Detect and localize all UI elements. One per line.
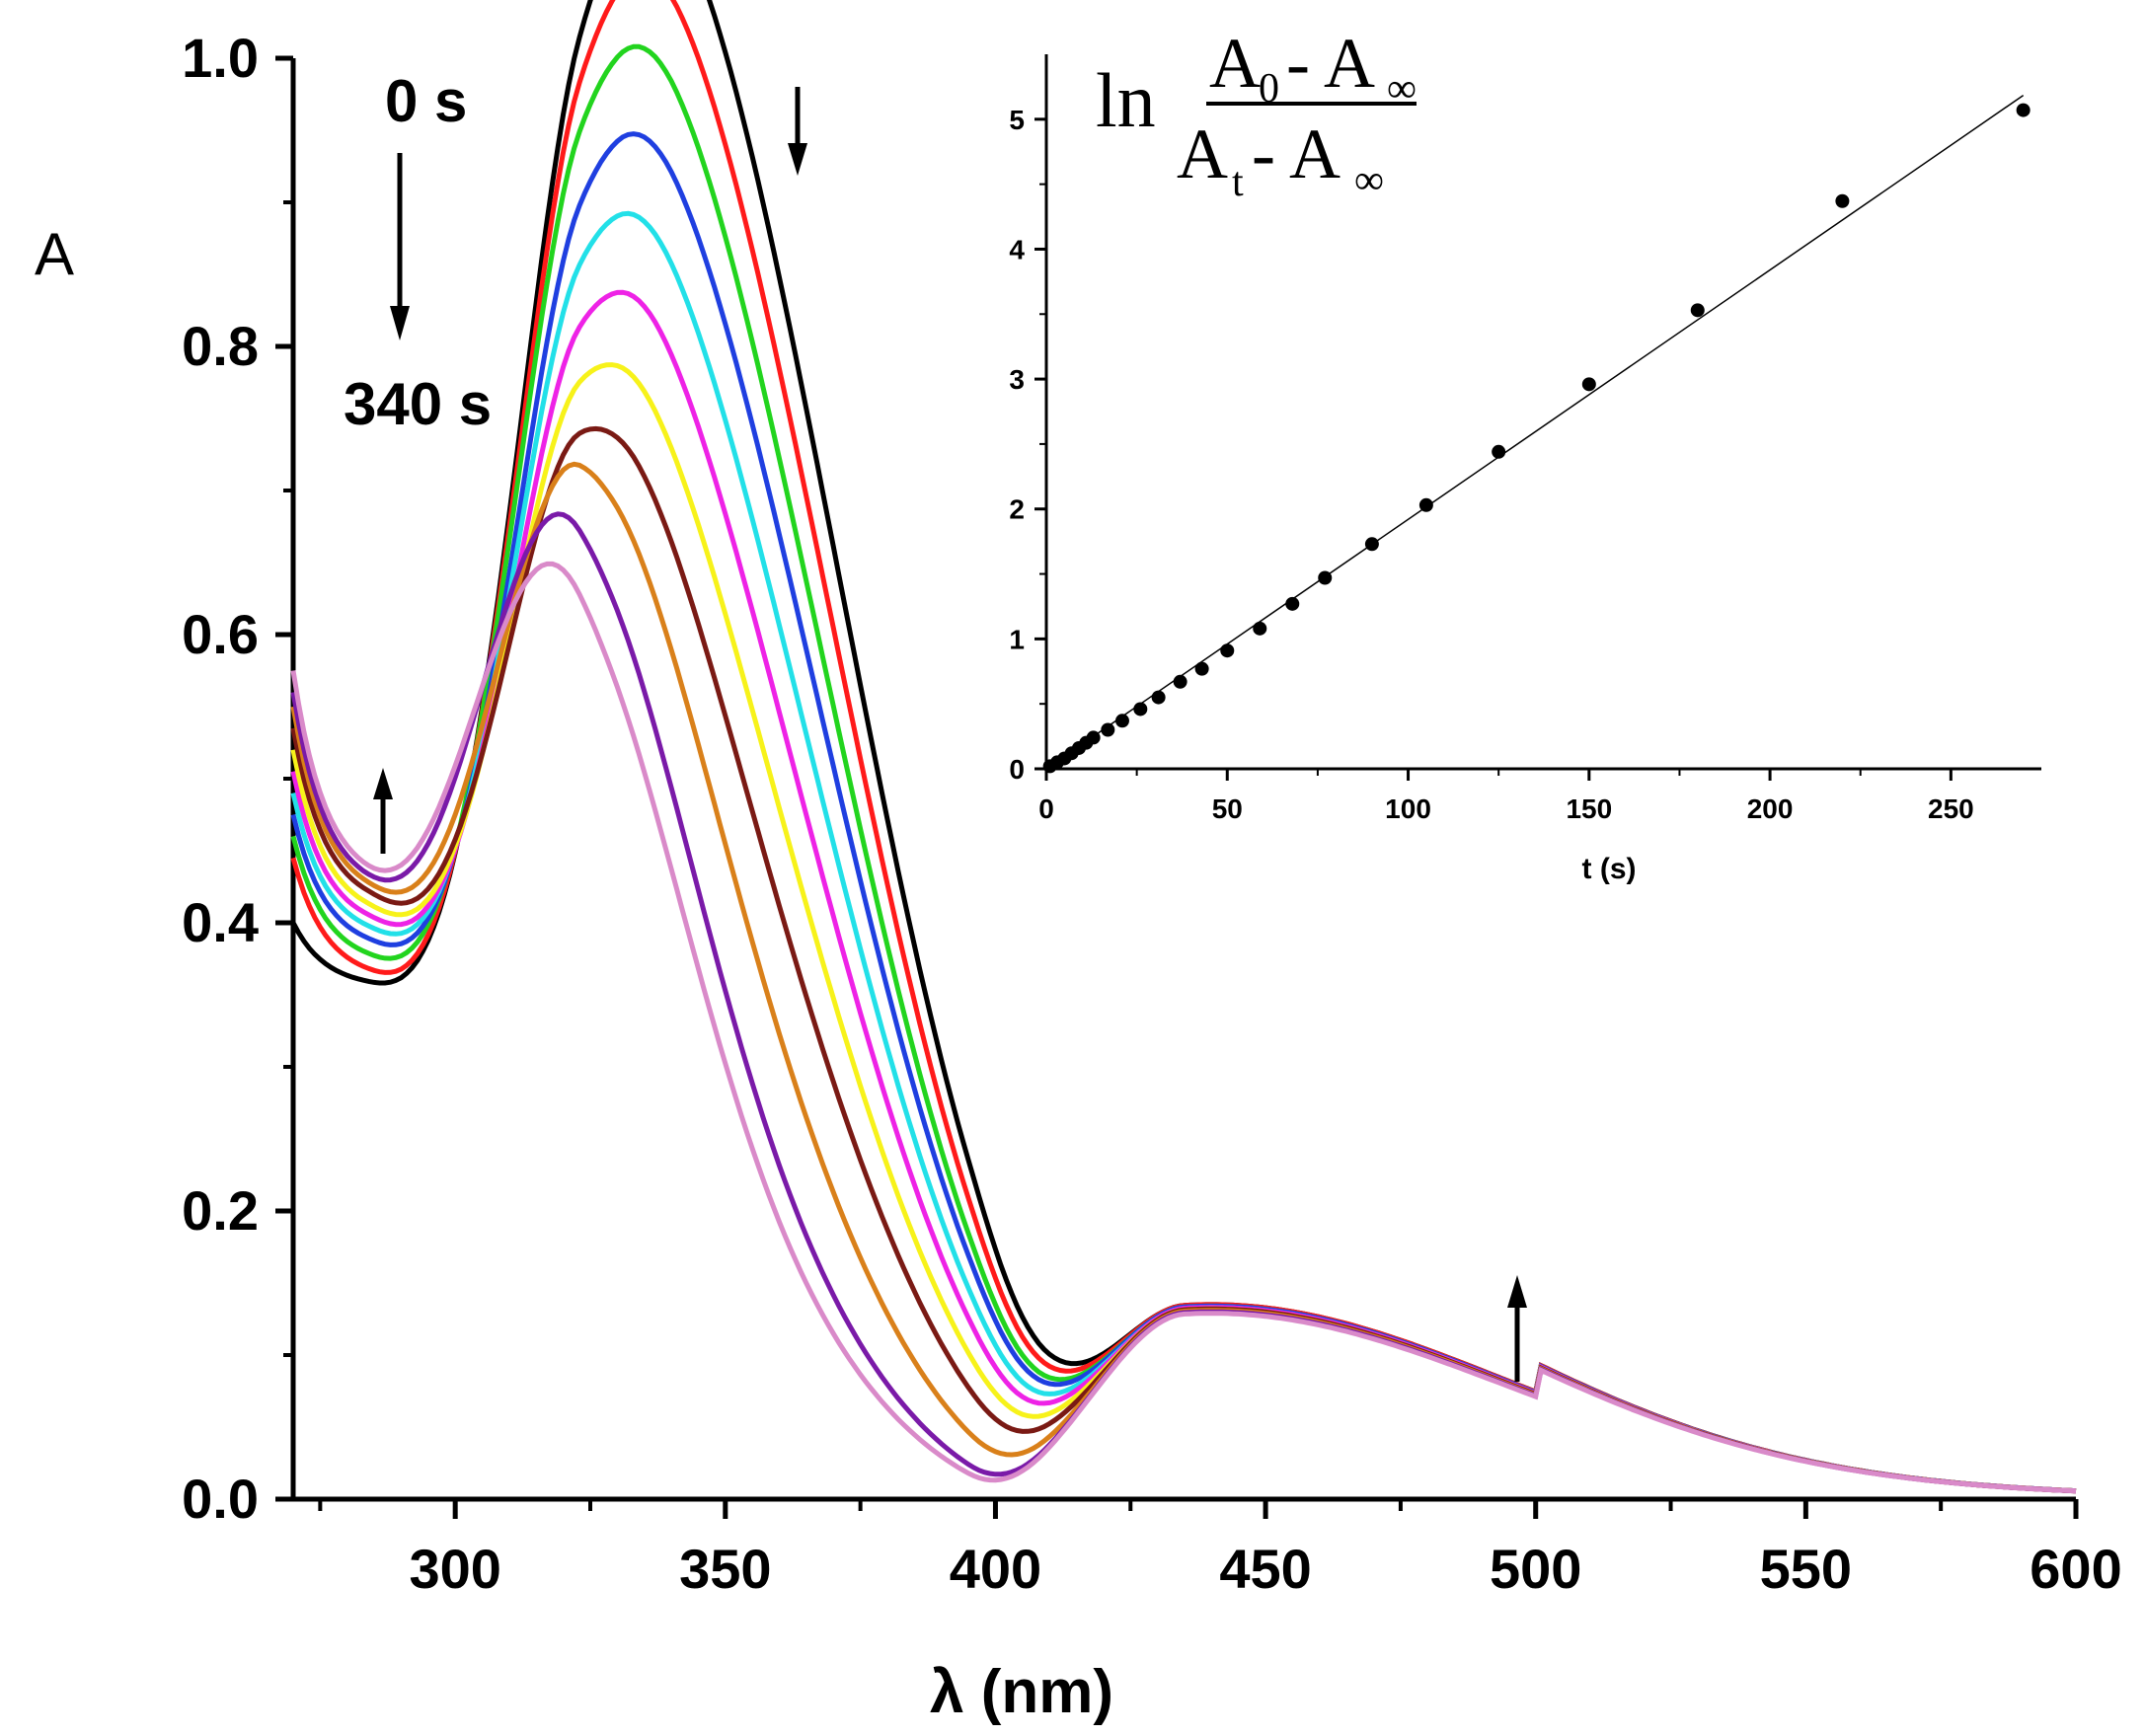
inset-x-tick-label: 50 (1212, 793, 1243, 824)
inset-data-point (1835, 193, 1850, 208)
y-tick-label: 0.0 (182, 1468, 259, 1530)
inset-x-tick-label: 150 (1566, 793, 1612, 824)
x-axis-title: λ (nm) (930, 1658, 1113, 1726)
inset-data-point (1690, 303, 1705, 318)
inset-data-point (1581, 377, 1596, 392)
formula-num-minus: - A (1286, 24, 1375, 103)
spectrum-line-t6 (290, 362, 2077, 1494)
y-tick-label: 0.8 (182, 315, 259, 377)
formula-num-a: A (1209, 24, 1261, 103)
arrow-vis-up (1507, 1275, 1527, 1382)
arrow-time-down (390, 153, 410, 340)
y-tick-label: 0.6 (182, 603, 259, 665)
inset-x-tick-label: 0 (1038, 793, 1054, 824)
inset-data-point (1086, 730, 1101, 745)
x-tick-label: 450 (1219, 1538, 1311, 1600)
arrow-uv-up (373, 768, 393, 854)
x-tick-label: 500 (1490, 1538, 1581, 1600)
x-tick-label: 550 (1760, 1538, 1852, 1600)
y-axis-title: A (35, 221, 74, 287)
inset-data-point (1220, 643, 1235, 658)
spectrum-line-t4 (290, 210, 2077, 1494)
y-tick-label: 1.0 (182, 27, 259, 89)
formula-den-sub: t (1232, 160, 1244, 205)
inset-y-tick-label: 3 (1009, 364, 1025, 395)
inset-data-point (1173, 674, 1187, 689)
inset-fit-line (1045, 94, 2025, 770)
spectrum-line-t7 (290, 425, 2077, 1494)
formula-ln: ln (1096, 57, 1156, 143)
spectrum-line-t0 (290, 0, 2077, 1494)
main-series (290, 0, 2077, 1494)
spectrum-line-t10 (290, 561, 2077, 1494)
inset-y-tick-label: 4 (1009, 234, 1025, 264)
inset-x-tick-label: 100 (1385, 793, 1431, 824)
spectrum-line-t8 (290, 461, 2077, 1494)
formula-den-inf: ∞ (1354, 158, 1384, 203)
inset-y-tick-label: 0 (1009, 754, 1025, 785)
spectrum-line-t9 (290, 511, 2077, 1494)
inset-data-point (2016, 103, 2030, 117)
inset-data-point (1194, 661, 1209, 676)
inset-data-point (1285, 596, 1300, 611)
arrow-peak-down (788, 87, 807, 176)
y-tick-label: 0.2 (182, 1179, 259, 1242)
inset-data-point (1364, 537, 1379, 552)
inset-y-tick-label: 1 (1009, 624, 1025, 654)
y-tick-label: 0.4 (182, 891, 259, 953)
start-time-label: 0 s (385, 68, 467, 134)
end-time-label: 340 s (344, 371, 492, 437)
inset-axes (1044, 54, 2041, 771)
spectrum-line-t1 (290, 0, 2077, 1494)
inset-x-tick-label: 250 (1928, 793, 1974, 824)
inset-data-point (1151, 690, 1166, 705)
formula-num-sub: 0 (1259, 66, 1279, 112)
x-tick-label: 400 (950, 1538, 1041, 1600)
x-tick-label: 300 (409, 1538, 500, 1600)
inset-y-axis-formula: ln A 0 - A ∞ A t - A ∞ (1096, 24, 1417, 205)
formula-den-minus: - A (1252, 114, 1341, 193)
inset-data-point (1253, 621, 1267, 636)
inset-y-tick-label: 5 (1009, 105, 1025, 135)
inset-x-tick-label: 200 (1747, 793, 1794, 824)
inset-data-point (1418, 497, 1433, 512)
inset-y-tick-label: 2 (1009, 494, 1025, 525)
inset-data-point (1133, 702, 1148, 717)
inset-x-axis-title: t (s) (1582, 853, 1637, 885)
inset-points (1042, 94, 2030, 774)
formula-den-a: A (1177, 114, 1228, 193)
inset-data-point (1492, 444, 1506, 459)
inset-data-point (1101, 722, 1115, 737)
inset-data-point (1114, 714, 1129, 728)
spectrum-line-t3 (290, 131, 2077, 1494)
inset-data-point (1318, 570, 1333, 585)
x-tick-label: 600 (2030, 1538, 2121, 1600)
x-tick-label: 350 (679, 1538, 771, 1600)
